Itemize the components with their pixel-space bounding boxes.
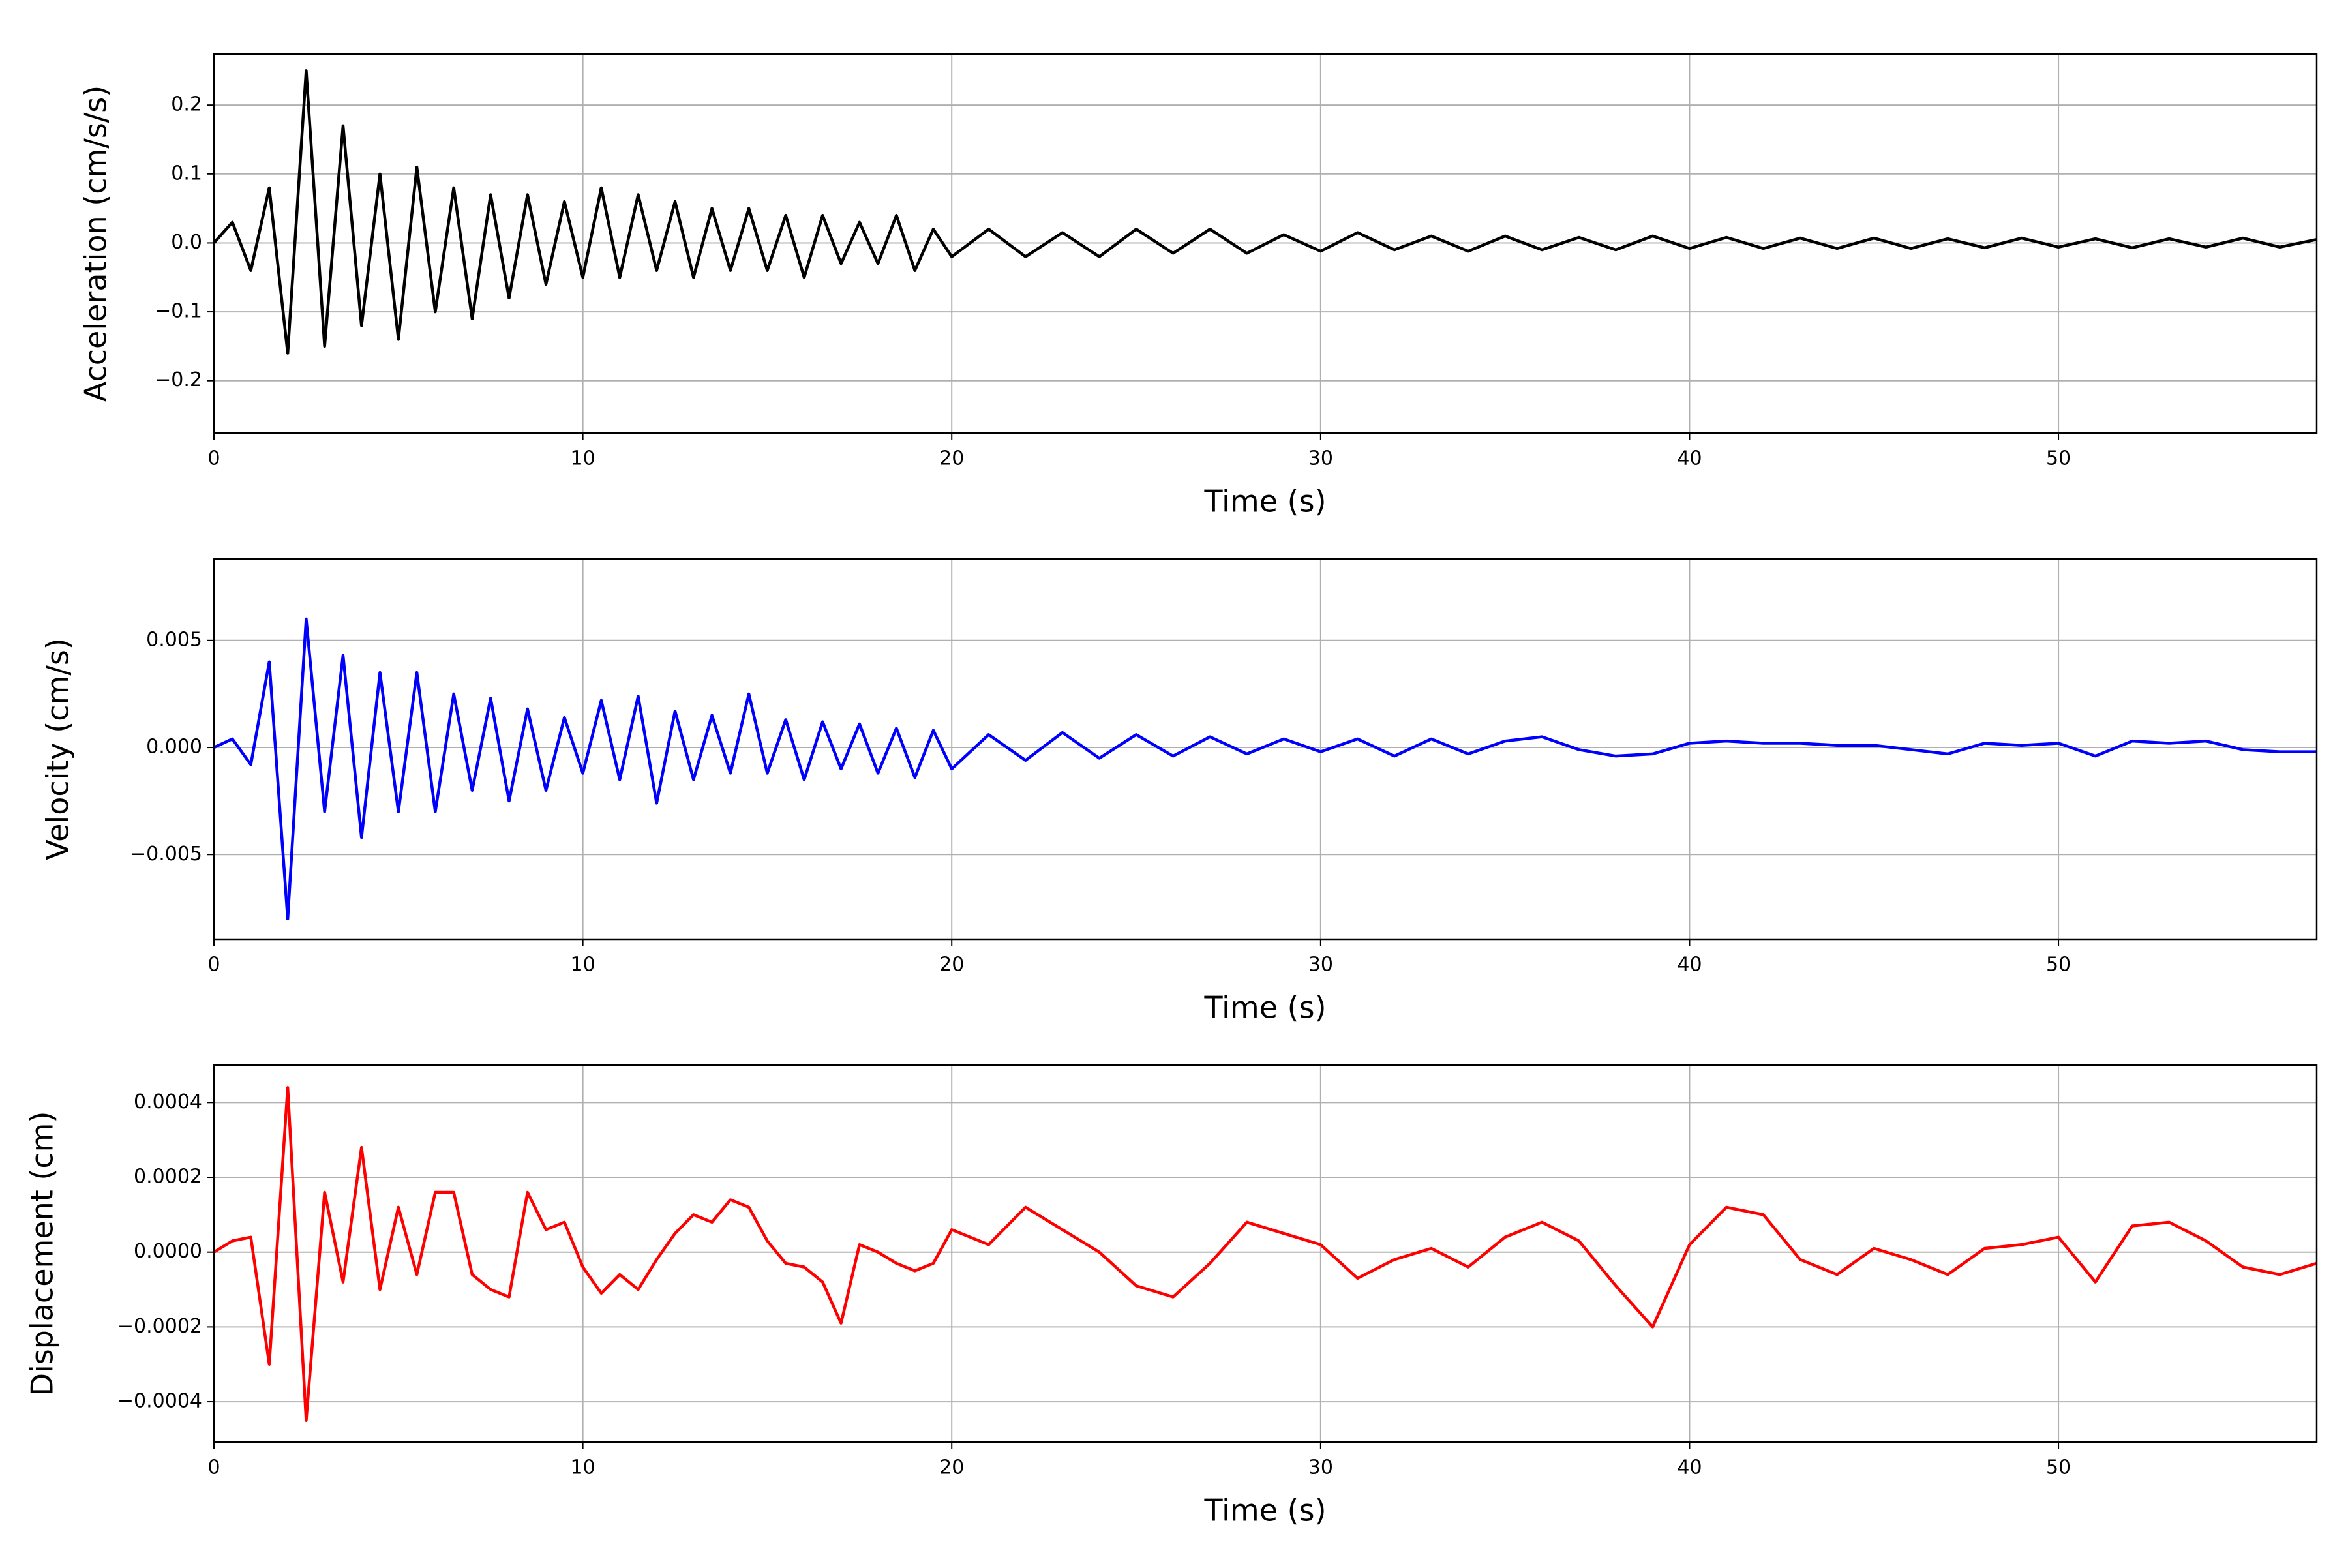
y-tick-label: 0.000 — [146, 736, 202, 759]
x-axis-label: Time (s) — [1203, 1493, 1326, 1528]
y-tick-label: 0.0000 — [134, 1240, 202, 1263]
x-tick-label: 10 — [571, 447, 595, 470]
x-tick-label: 20 — [939, 447, 964, 470]
y-axis-label: Acceleration (cm/s/s) — [78, 85, 113, 402]
x-tick-label: 0 — [207, 954, 220, 976]
x-tick-label: 40 — [1677, 1456, 1702, 1479]
x-tick-label: 0 — [207, 1456, 220, 1479]
x-tick-label: 30 — [1308, 954, 1333, 976]
axes-frame — [213, 53, 2318, 434]
x-axis-label: Time (s) — [1203, 990, 1326, 1025]
y-tick-label: 0.005 — [146, 628, 202, 651]
data-line — [214, 1086, 2317, 1422]
x-tick-label: 40 — [1677, 447, 1702, 470]
x-tick-label: 30 — [1308, 447, 1333, 470]
x-tick-label: 20 — [939, 954, 964, 976]
x-tick-label: 50 — [2046, 954, 2071, 976]
x-tick-label: 50 — [2046, 447, 2071, 470]
subplot: 0 10 20 30 40 50 −0.005 0.000 0.005 Time (s) Veloc… — [40, 558, 2318, 1025]
y-axis-label: Velocity (cm/s) — [40, 638, 76, 860]
subplot: 0 10 20 30 40 50 −0.2 −0.1 0.0 0.1 0.2 Time (s) Acce… — [78, 53, 2318, 519]
x-tick-label: 10 — [571, 1456, 595, 1479]
x-tick-label: 30 — [1308, 1456, 1333, 1479]
data-line — [214, 617, 2317, 921]
data-line — [214, 69, 2317, 355]
x-tick-label: 20 — [939, 1456, 964, 1479]
axes-frame — [213, 1064, 2318, 1443]
y-tick-label: 0.2 — [171, 93, 202, 116]
y-tick-label: 0.0002 — [134, 1166, 202, 1188]
x-tick-label: 0 — [207, 447, 220, 470]
x-tick-label: 50 — [2046, 1456, 2071, 1479]
y-tick-label: 0.1 — [171, 162, 202, 185]
y-tick-label: −0.0002 — [117, 1315, 202, 1338]
y-tick-label: −0.2 — [155, 369, 202, 391]
x-tick-label: 40 — [1677, 954, 1702, 976]
y-axis-label: Displacement (cm) — [25, 1111, 60, 1396]
y-tick-label: 0.0 — [171, 231, 202, 254]
x-axis-label: Time (s) — [1203, 484, 1326, 519]
axes-frame — [213, 558, 2318, 941]
x-tick-label: 10 — [571, 954, 595, 976]
y-tick-label: −0.0004 — [117, 1390, 202, 1413]
y-tick-label: 0.0004 — [134, 1091, 202, 1113]
y-tick-label: −0.005 — [130, 843, 202, 866]
y-tick-label: −0.1 — [155, 300, 202, 323]
subplot: 0 10 20 30 40 50 −0.0004 −0.0002 0.0000 0.0002 0.0… — [25, 1064, 2318, 1528]
